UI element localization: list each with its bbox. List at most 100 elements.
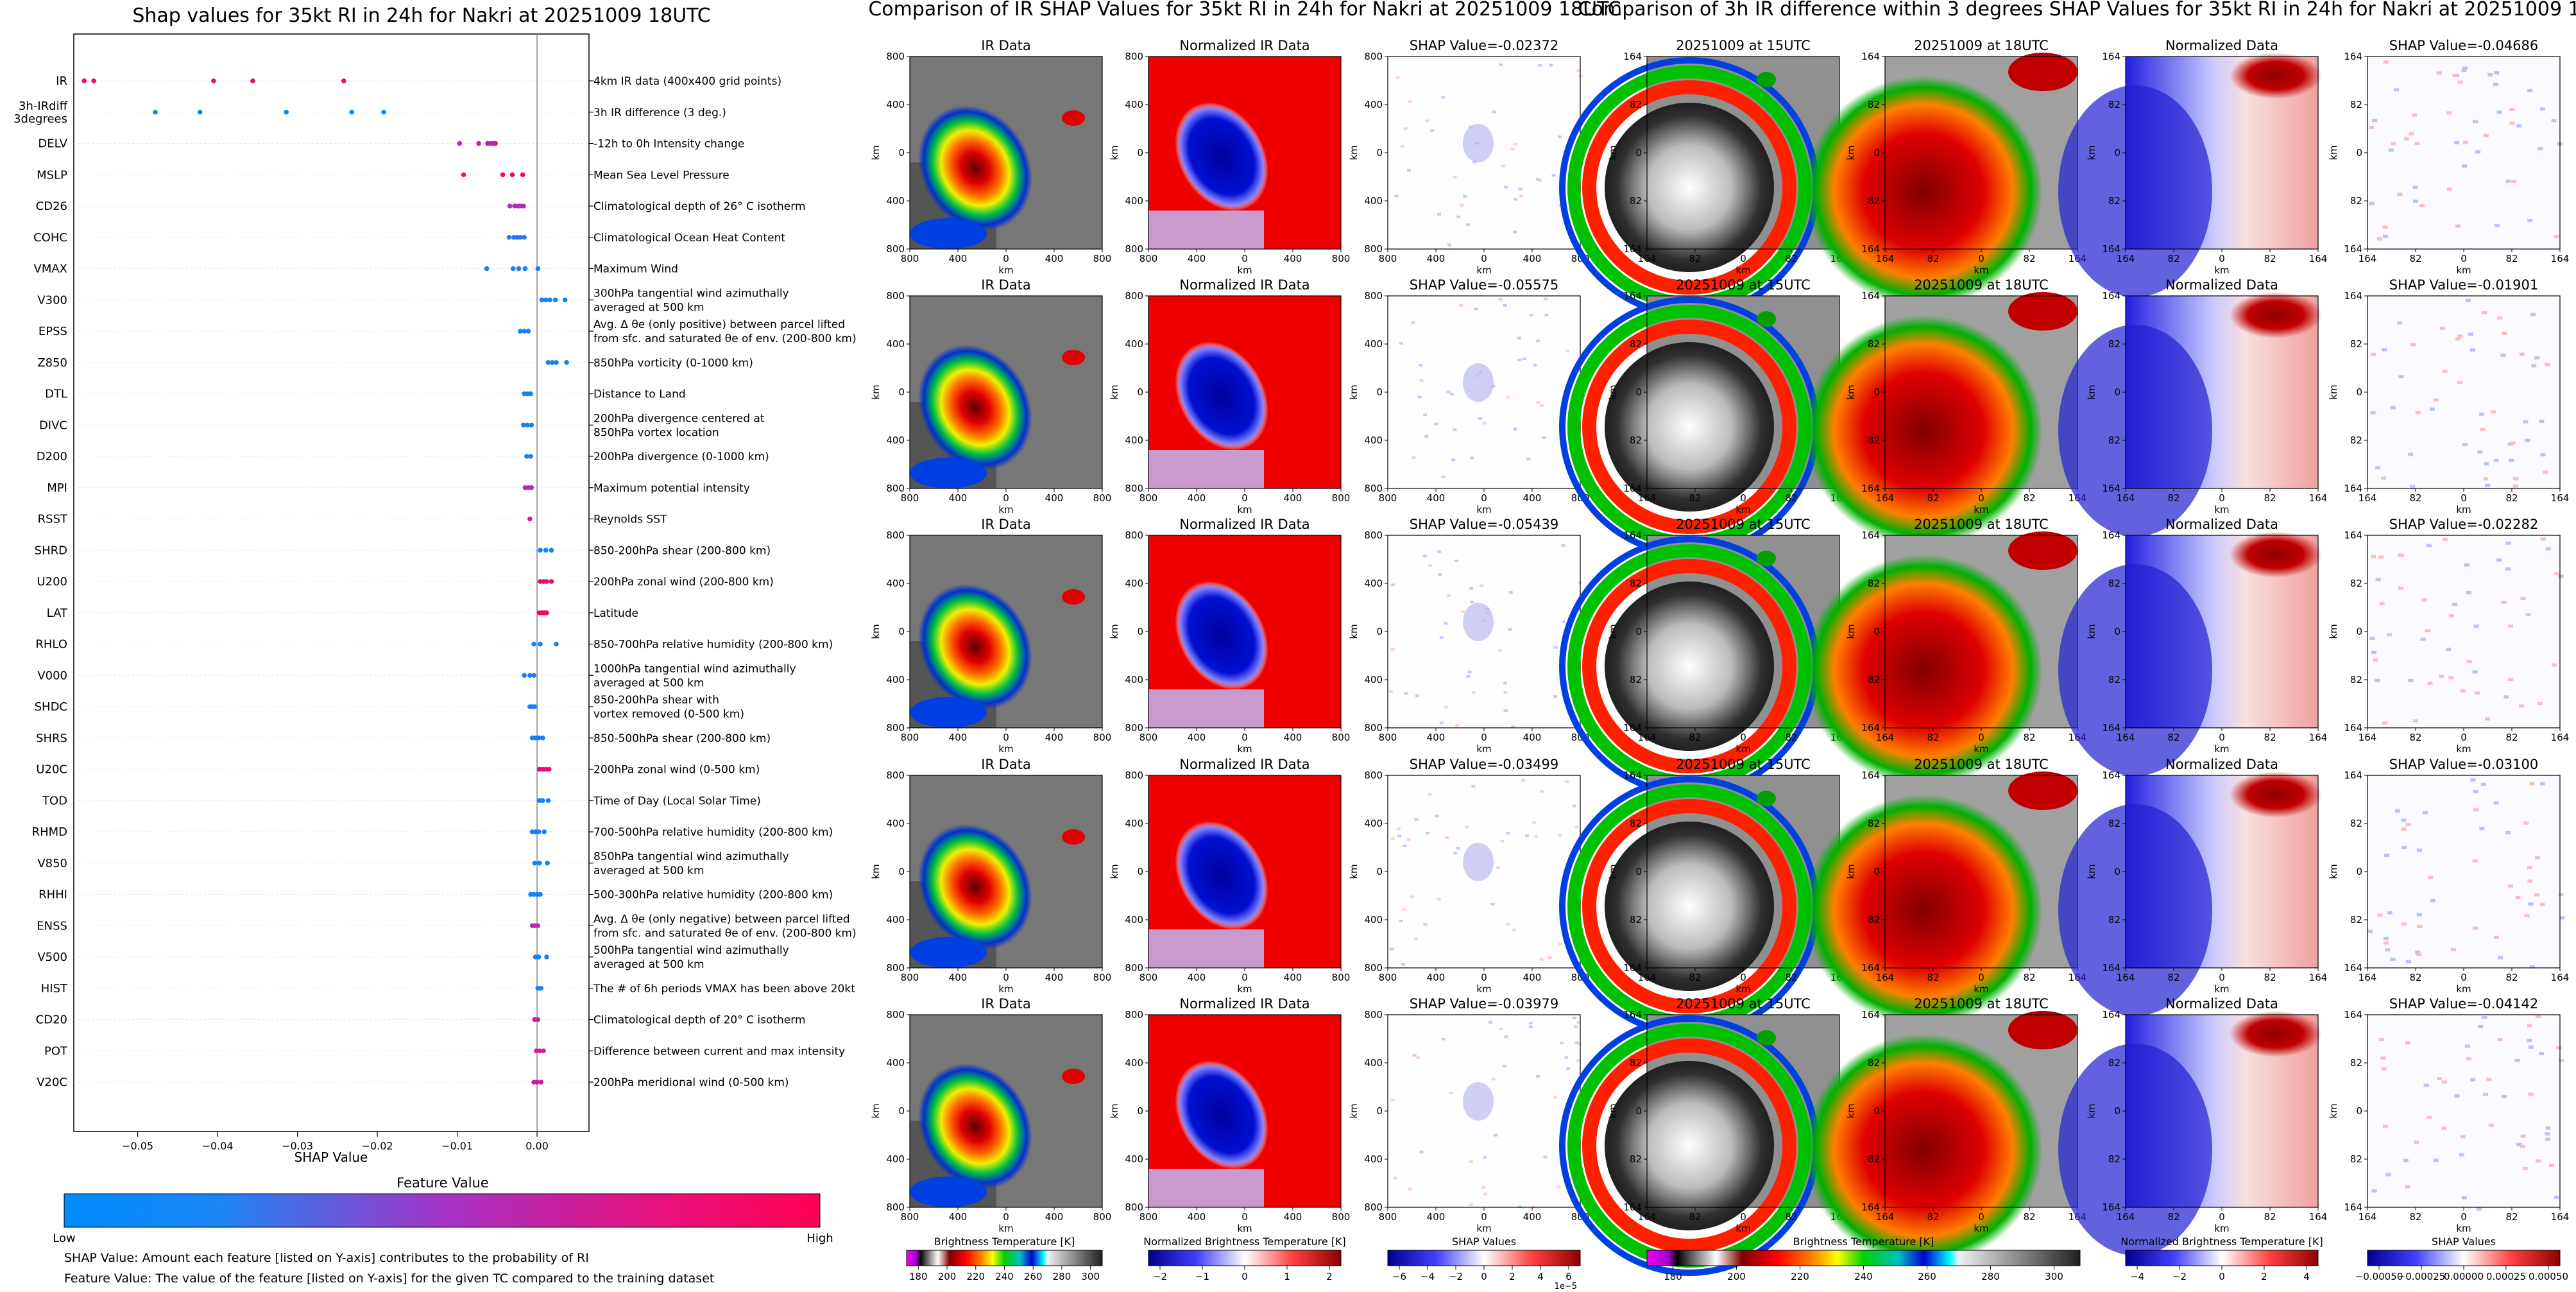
shap-summary-panel: Shap values for 35kt RI in 24h for Nakri…	[13, 4, 857, 1286]
panel-y-tick-label: 0	[1635, 866, 1642, 877]
panel-y-label: km	[1348, 624, 1360, 639]
panel-y-tick-label: 82	[1868, 338, 1880, 350]
diff-shap-speck	[2461, 1196, 2467, 1200]
shap-point	[381, 109, 386, 115]
diff-hot-cloud	[2008, 53, 2077, 91]
shap-point	[545, 359, 551, 365]
shap-map-speck	[1453, 852, 1458, 855]
panel-y-tick-label: 164	[1623, 1202, 1642, 1213]
panel-x-tick-label: 800	[1379, 492, 1397, 504]
diff-shap-speck	[2461, 69, 2467, 73]
shap-map-speck	[1390, 648, 1395, 651]
shap-map-speck	[1460, 610, 1465, 613]
shap-feature-description: 1000hPa tangential wind azimuthally avera…	[593, 662, 796, 689]
shap-feature-description: 850hPa vorticity (0-1000 km)	[593, 357, 753, 370]
diff-shap-speck	[2505, 567, 2511, 571]
panel-y-tick-label: 164	[2102, 1202, 2120, 1213]
diff-shap-speck	[2545, 363, 2550, 366]
diff-shap-speck	[2556, 1046, 2562, 1050]
panel-x-tick-label: 164	[2358, 492, 2377, 504]
shap-feature-description: The # of 6h periods VMAX has been above …	[593, 983, 855, 995]
image-panel: 20251009 at 15UTC1641648282008282164164k…	[1559, 996, 1848, 1276]
panel-y-label: km	[1845, 864, 1857, 879]
shap-point	[562, 297, 568, 303]
panel-x-label: km	[1736, 504, 1750, 515]
shap-map-speck	[1512, 928, 1517, 931]
image-colorbar-tick-label: 0.00000	[2444, 1271, 2484, 1282]
image-panel: SHAP Value=-0.03100164164828200828216416…	[2328, 757, 2569, 995]
diff-shap-speck	[2473, 624, 2479, 628]
diff-shap-speck	[2494, 71, 2500, 74]
panel-x-tick-label: 0	[2219, 972, 2225, 983]
panel-y-tick-label: 800	[886, 51, 905, 62]
diff-comparison-title: Comparison of 3h IR difference within 3 …	[1578, 0, 2576, 21]
image-colorbar-tick-label: 300	[1081, 1271, 1100, 1282]
panel-x-tick-label: 82	[2505, 492, 2518, 504]
diff-shap-speck	[2401, 846, 2407, 850]
norm-region	[1148, 450, 1264, 488]
panel-x-label: km	[2214, 1223, 2229, 1234]
shap-map-speck	[1538, 179, 1542, 182]
shap-point	[535, 923, 541, 929]
shap-map-speck	[1544, 313, 1549, 316]
panel-x-tick-label: 800	[1093, 972, 1112, 983]
image-panel: 20251009 at 18UTC1641648282008282164164k…	[1804, 996, 2086, 1265]
panel-y-label: km	[1348, 145, 1360, 160]
shap-x-tick-label: −0.03	[282, 1140, 313, 1152]
panel-y-tick-label: 400	[886, 1153, 905, 1165]
panel-y-tick-label: 400	[1125, 99, 1143, 110]
image-colorbar-bar	[1646, 1250, 2081, 1266]
image-colorbar-tick-label: 280	[1053, 1271, 1071, 1282]
diff-hot-cloud	[2008, 771, 2077, 810]
panel-y-tick-label: 164	[2102, 770, 2120, 781]
diff-cloud	[1757, 72, 1776, 87]
panel-x-tick-label: 0	[1241, 1211, 1248, 1223]
panel-x-tick-label: 400	[949, 1211, 968, 1223]
shap-map-speck	[1471, 691, 1476, 694]
panel-y-tick-label: 82	[2350, 914, 2362, 926]
image-colorbar-tick-label: 240	[1854, 1271, 1873, 1282]
shap-map-speck	[1513, 142, 1517, 146]
diff-shap-speck	[2377, 913, 2383, 917]
diff-shap-speck	[2509, 458, 2514, 462]
panel-x-label: km	[1237, 1223, 1252, 1234]
shap-map-speck	[1419, 364, 1423, 367]
shap-point	[538, 891, 543, 897]
diff-shap-speck	[2482, 311, 2487, 314]
diff-shap-speck	[2441, 1080, 2447, 1084]
panel-y-tick-label: 800	[1125, 290, 1143, 302]
panel-x-tick-label: 82	[2505, 732, 2518, 743]
diff-shap-speck	[2371, 1189, 2377, 1193]
panel-y-tick-label: 0	[1137, 866, 1143, 877]
panel-y-tick-label: 164	[2102, 290, 2120, 302]
shap-map-speck	[1403, 127, 1408, 130]
panel-x-tick-label: 82	[2167, 1211, 2179, 1223]
panel-x-tick-label: 400	[1427, 732, 1446, 743]
panel-y-tick-label: 164	[1623, 243, 1642, 255]
panel-y-tick-label: 164	[2344, 1202, 2362, 1213]
shap-map-core	[1463, 843, 1494, 881]
shap-map-speck	[1510, 725, 1515, 728]
shap-map-speck	[1538, 64, 1542, 67]
shap-point	[522, 266, 528, 271]
panel-y-tick-label: 400	[1364, 578, 1383, 589]
shap-map-speck	[1508, 590, 1513, 594]
diff-norm-cold	[2058, 804, 2212, 1016]
shap-feature-description: 850-500hPa shear (200-800 km)	[593, 732, 771, 745]
panel-y-tick-label: 164	[2102, 722, 2120, 734]
panel-y-tick-label: 164	[1861, 483, 1880, 494]
panel-y-label: km	[1109, 864, 1120, 879]
diff-shap-speck	[2408, 678, 2414, 682]
panel-y-tick-label: 400	[1125, 1057, 1143, 1069]
shap-map-speck	[1412, 456, 1416, 459]
shap-feature-description: 500hPa tangential wind azimuthally averag…	[593, 944, 789, 971]
shap-map-speck	[1533, 364, 1537, 367]
panel-x-tick-label: 400	[1523, 1211, 1542, 1223]
panel-x-tick-label: 800	[1093, 1211, 1112, 1223]
panel-x-tick-label: 400	[1188, 732, 1206, 743]
norm-storm	[1175, 1060, 1268, 1169]
panel-y-tick-label: 164	[2102, 483, 2120, 494]
shap-map-speck	[1513, 427, 1517, 431]
image-panel-title: SHAP Value=-0.03499	[1410, 757, 1559, 772]
panel-y-tick-label: 800	[886, 722, 905, 734]
